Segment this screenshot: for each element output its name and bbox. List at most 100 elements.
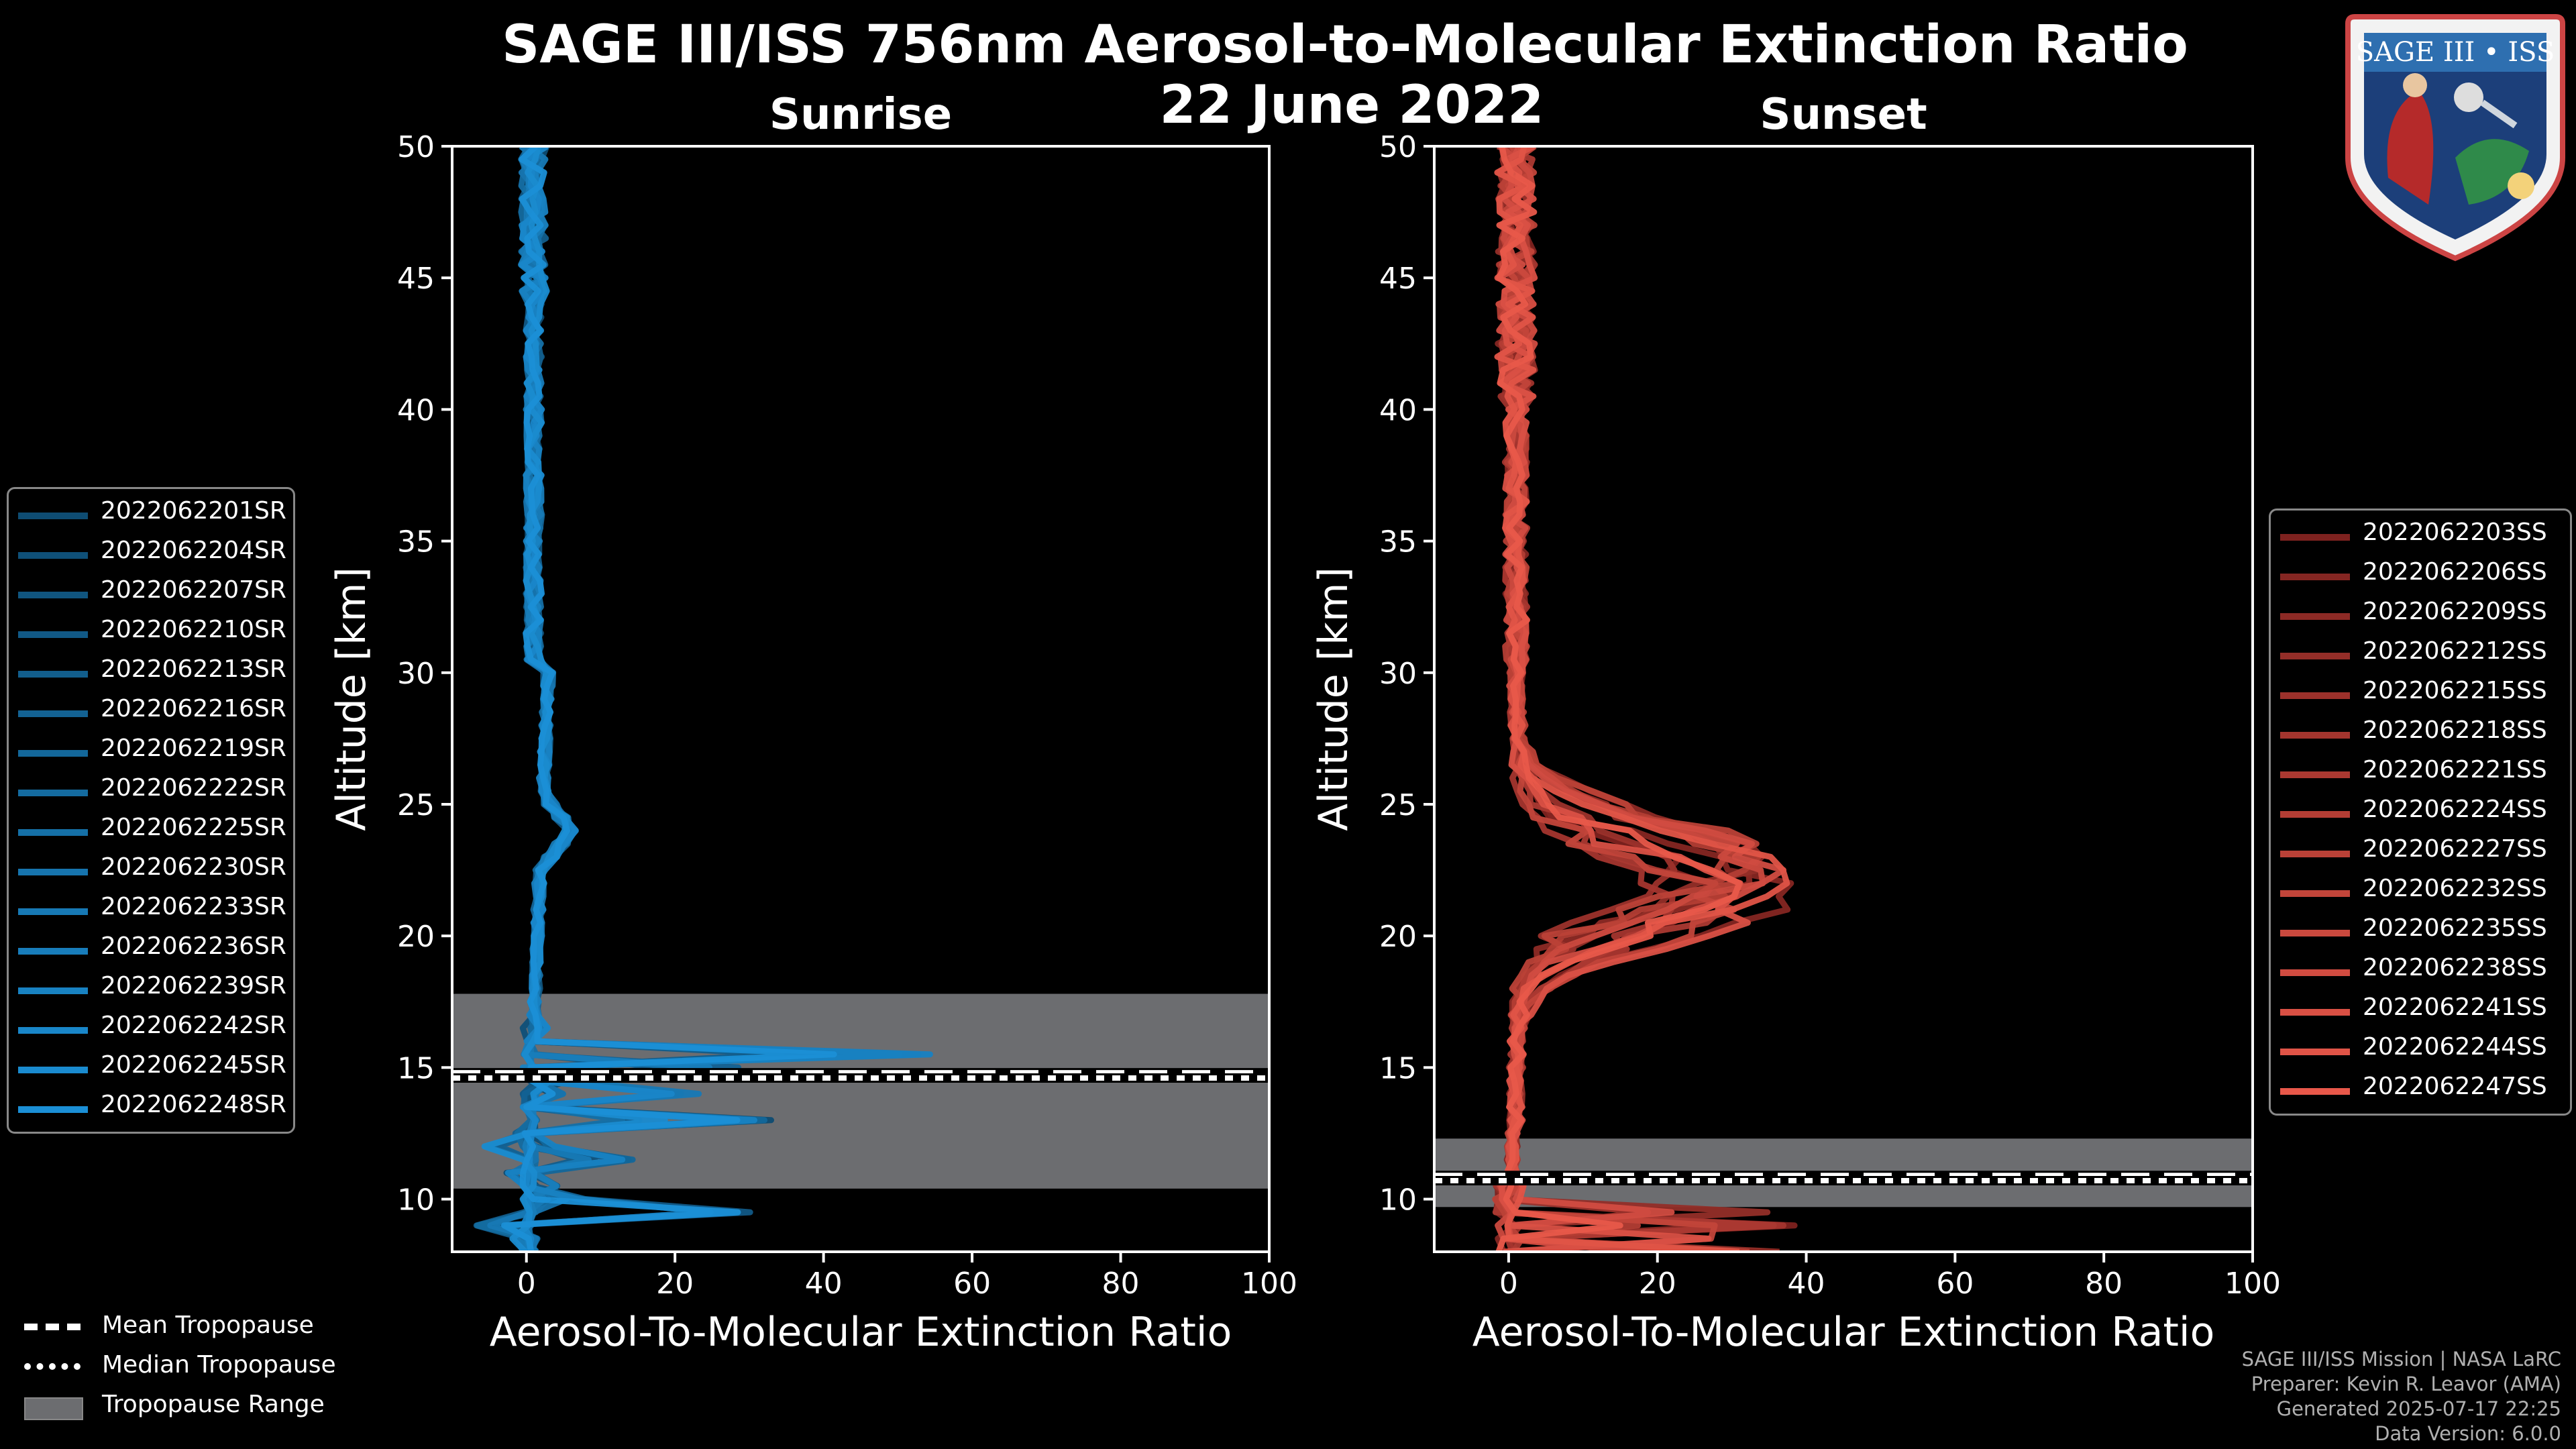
y-tick-label: 20 [1379, 920, 1417, 954]
profile-line-2022062232SS [1497, 146, 1737, 1252]
legend-label: 2022062242SR [101, 1012, 286, 1039]
panel-title: Sunset [1760, 90, 1927, 140]
legend-label: 2022062233SR [101, 893, 286, 920]
legend-label: 2022062213SR [101, 655, 286, 683]
legend-line-swatch [2280, 890, 2350, 897]
profile-line-2022062241SS [1498, 146, 1751, 1252]
tropopause-legend-swatch [24, 1363, 80, 1370]
x-tick-label: 100 [2224, 1267, 2281, 1301]
legend-label: 2022062232SS [2363, 875, 2547, 902]
profile-line-2022062248SR [501, 146, 837, 1252]
legend-item: 2022062245SR [9, 1049, 293, 1087]
y-tick-label: 25 [397, 788, 435, 822]
legend-label: 2022062216SR [101, 695, 286, 722]
legend-line-swatch [18, 869, 88, 875]
y-axis-label: Altitude [km] [328, 567, 375, 831]
legend-line-swatch [18, 1067, 88, 1073]
legend-sunset: 2022062203SS 2022062206SS 2022062209SS 2022… [2269, 508, 2572, 1116]
legend-label: 2022062207SR [101, 576, 286, 604]
legend-label: 2022062218SS [2363, 716, 2547, 744]
profile-line-2022062218SS [1493, 146, 1786, 1252]
legend-line-swatch [18, 552, 88, 559]
tropopause-legend-swatch [24, 1397, 83, 1420]
legend-item: 2022062207SR [9, 574, 293, 612]
legend-line-swatch [2280, 732, 2350, 739]
x-tick-label: 40 [805, 1267, 843, 1301]
y-tick-label: 50 [397, 130, 435, 164]
legend-label: 2022062206SS [2363, 558, 2547, 586]
legend-label: 2022062225SR [101, 814, 286, 841]
profile-line-2022062247SS [1495, 146, 1743, 1252]
legend-item: 2022062218SS [2271, 714, 2570, 753]
logo-text: SAGE III • ISS [2356, 37, 2555, 68]
profile-line-2022062227SS [1492, 146, 1760, 1252]
legend-item: 2022062213SR [9, 653, 293, 692]
legend-line-swatch [18, 1106, 88, 1113]
legend-item: 2022062209SS [2271, 595, 2570, 634]
footer-preparer: Preparer: Kevin R. Leavor (AMA) [2251, 1373, 2561, 1395]
y-tick-label: 10 [397, 1183, 435, 1218]
legend-line-swatch [18, 948, 88, 955]
legend-label: 2022062241SS [2363, 994, 2547, 1021]
legend-line-swatch [18, 908, 88, 915]
y-tick-label: 30 [397, 657, 435, 691]
legend-item: 2022062225SR [9, 811, 293, 850]
legend-line-swatch [18, 790, 88, 796]
legend-line-swatch [18, 513, 88, 519]
y-tick-label: 45 [397, 262, 435, 296]
x-axis-label: Aerosol-To-Molecular Extinction Ratio [1472, 1309, 2215, 1356]
legend-line-swatch [18, 631, 88, 638]
legend-item: 2022062241SS [2271, 991, 2570, 1030]
legend-label: 2022062209SS [2363, 598, 2547, 625]
profile-line-2022062221SS [1492, 146, 1777, 1252]
legend-label: 2022062204SR [101, 537, 286, 564]
y-tick-label: 50 [1379, 130, 1417, 164]
sage-logo: SAGE III • ISS [2345, 14, 2565, 262]
legend-item: 2022062232SS [2271, 872, 2570, 911]
legend-item: 2022062248SR [9, 1088, 293, 1127]
legend-item: 2022062238SS [2271, 951, 2570, 990]
legend-line-swatch [2280, 771, 2350, 778]
legend-line-swatch [2280, 811, 2350, 818]
legend-item: 2022062206SS [2271, 555, 2570, 594]
x-tick-label: 20 [656, 1267, 694, 1301]
y-tick-label: 30 [1379, 657, 1417, 691]
legend-label: 2022062221SS [2363, 756, 2547, 784]
legend-item: 2022062224SS [2271, 793, 2570, 832]
x-tick-label: 80 [1102, 1267, 1140, 1301]
x-tick-label: 100 [1241, 1267, 1297, 1301]
legend-line-swatch [18, 987, 88, 994]
plot-frame [1433, 145, 2254, 1253]
y-tick-label: 40 [1379, 393, 1417, 427]
y-tick-label: 10 [1379, 1183, 1417, 1218]
legend-item: 2022062239SR [9, 969, 293, 1008]
legend-label: 2022062244SS [2363, 1033, 2547, 1061]
y-tick-label: 25 [1379, 788, 1417, 822]
footer: SAGE III/ISS Mission | NASA LaRC Prepare… [2242, 1347, 2561, 1446]
legend-label: 2022062247SS [2363, 1073, 2547, 1100]
legend-line-swatch [18, 1027, 88, 1034]
legend-sunrise: 2022062201SR 2022062204SR 2022062207SR 2022… [7, 487, 295, 1134]
plot-frame [451, 145, 1271, 1253]
footer-generated: Generated 2025-07-17 22:25 [2276, 1397, 2561, 1420]
y-tick-label: 35 [1379, 525, 1417, 559]
profile-line-2022062206SS [1493, 146, 1794, 1252]
legend-label: 2022062203SS [2363, 519, 2547, 546]
legend-item: 2022062201SR [9, 494, 293, 533]
legend-line-swatch [2280, 1009, 2350, 1016]
x-axis-label: Aerosol-To-Molecular Extinction Ratio [490, 1309, 1232, 1356]
x-tick-label: 80 [2085, 1267, 2123, 1301]
legend-item: 2022062216SR [9, 692, 293, 731]
legend-label: 2022062239SR [101, 972, 286, 1000]
tropopause-legend-swatch [24, 1324, 80, 1330]
profile-line-2022062224SS [1496, 146, 1762, 1252]
legend-label: 2022062248SR [101, 1091, 286, 1118]
panel-sunset: 0 20 40 60 80 100 10 15 20 25 30 35 40 45 50 Aerosol-To… [1310, 90, 2281, 1356]
profile-line-2022062203SS [1493, 146, 1798, 1252]
footer-mission: SAGE III/ISS Mission | NASA LaRC [2241, 1348, 2561, 1371]
tropopause-legend-label: Median Tropopause [102, 1351, 336, 1379]
legend-label: 2022062224SS [2363, 796, 2547, 823]
y-axis-label: Altitude [km] [1310, 567, 1357, 831]
legend-line-swatch [2280, 851, 2350, 857]
